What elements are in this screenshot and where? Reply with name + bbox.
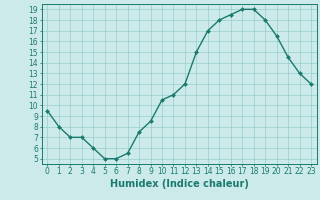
X-axis label: Humidex (Indice chaleur): Humidex (Indice chaleur) <box>110 179 249 189</box>
